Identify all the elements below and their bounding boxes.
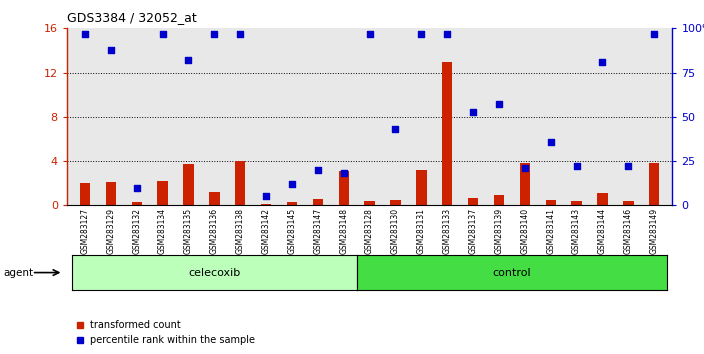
Legend: transformed count, percentile rank within the sample: transformed count, percentile rank withi… bbox=[72, 316, 259, 349]
Bar bbox=[132, 202, 142, 205]
Bar bbox=[442, 62, 453, 205]
Point bbox=[312, 167, 323, 173]
Bar bbox=[623, 201, 634, 205]
Bar bbox=[468, 198, 478, 205]
Point bbox=[648, 31, 660, 36]
Point bbox=[494, 102, 505, 107]
Text: GDS3384 / 32052_at: GDS3384 / 32052_at bbox=[67, 11, 196, 24]
Point bbox=[597, 59, 608, 65]
Point bbox=[520, 165, 531, 171]
Point bbox=[208, 31, 220, 36]
Bar bbox=[158, 181, 168, 205]
Point bbox=[364, 31, 375, 36]
Bar bbox=[183, 164, 194, 205]
Bar bbox=[261, 204, 271, 205]
Point bbox=[623, 164, 634, 169]
Text: control: control bbox=[493, 268, 532, 278]
Point bbox=[287, 181, 298, 187]
Point bbox=[441, 31, 453, 36]
Point bbox=[338, 171, 349, 176]
Bar bbox=[572, 201, 582, 205]
Point bbox=[131, 185, 142, 190]
Point bbox=[416, 31, 427, 36]
Point bbox=[390, 126, 401, 132]
Point bbox=[467, 109, 479, 114]
Bar bbox=[106, 182, 116, 205]
Bar bbox=[597, 193, 608, 205]
Text: agent: agent bbox=[4, 268, 34, 278]
Point bbox=[260, 194, 272, 199]
Bar bbox=[313, 199, 323, 205]
Bar bbox=[520, 163, 530, 205]
Point bbox=[105, 47, 116, 52]
Point bbox=[183, 57, 194, 63]
Bar bbox=[339, 171, 349, 205]
Bar bbox=[546, 200, 556, 205]
Bar bbox=[209, 192, 220, 205]
Point bbox=[545, 139, 556, 144]
Bar bbox=[416, 170, 427, 205]
Bar bbox=[235, 161, 246, 205]
Point bbox=[234, 31, 246, 36]
Bar bbox=[287, 202, 297, 205]
Point bbox=[571, 164, 582, 169]
Text: celecoxib: celecoxib bbox=[188, 268, 241, 278]
Bar bbox=[494, 195, 504, 205]
Point bbox=[157, 31, 168, 36]
Bar bbox=[649, 163, 660, 205]
Bar bbox=[390, 200, 401, 205]
Point bbox=[80, 31, 91, 36]
Bar bbox=[80, 183, 90, 205]
Bar bbox=[365, 201, 375, 205]
